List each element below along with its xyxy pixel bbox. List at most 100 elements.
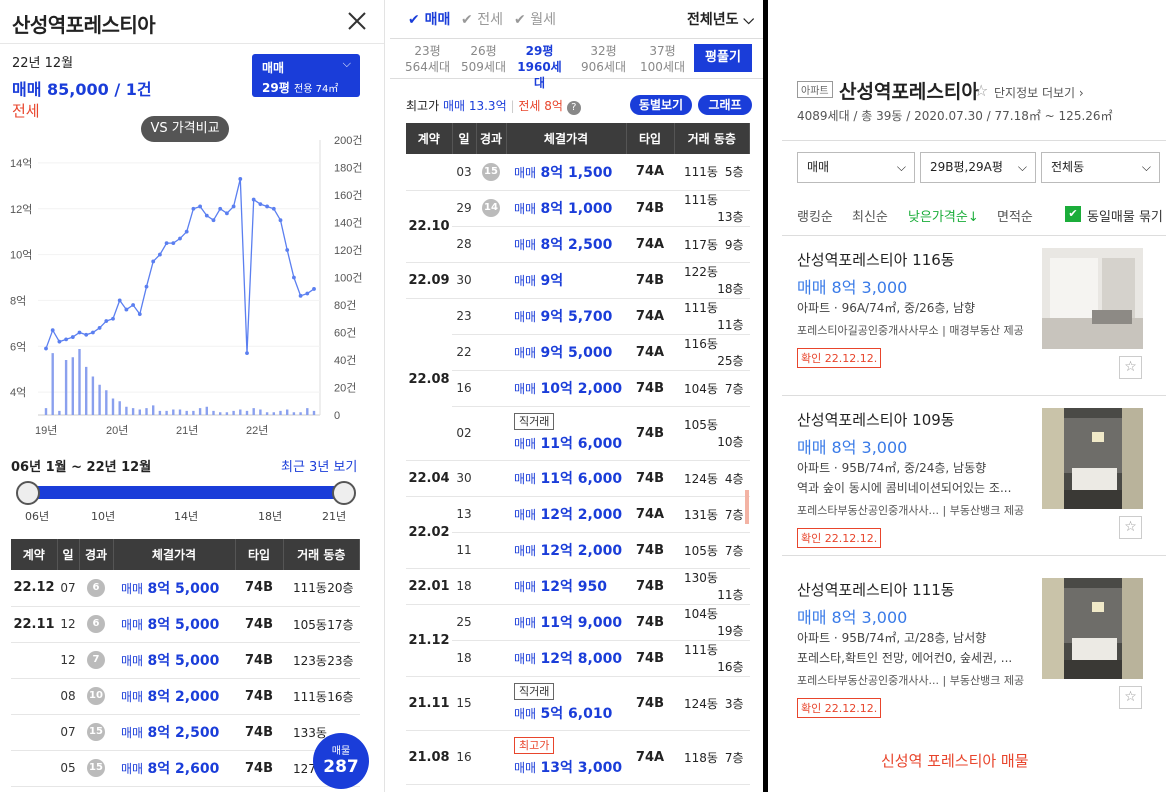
table-row[interactable]: 07 15 매매 8억 2,500 74B 133동 xyxy=(11,714,360,751)
period-slider-track[interactable] xyxy=(28,486,345,499)
contract-day: 30 xyxy=(452,262,476,299)
table-row[interactable]: 11 매매 12억 2,000 74B 105동 7층 xyxy=(406,532,750,569)
size-option[interactable]: 37평 100세대 xyxy=(640,44,685,74)
trade-size-selector[interactable]: 매매 ⌵ 29평 전용 74㎡ xyxy=(252,54,360,97)
table-row[interactable]: 22.08 23 매매 9억 5,700 74A 111동 11층 xyxy=(406,298,750,461)
contract-day: 18 xyxy=(452,568,476,605)
help-icon[interactable]: ? xyxy=(566,101,581,115)
dong-floor: 105동 10층 xyxy=(674,406,750,461)
table-row[interactable]: 08 10 매매 8억 2,000 74B 111동 16층 xyxy=(11,678,360,715)
listing-photo[interactable] xyxy=(1042,408,1143,509)
tab-sale[interactable]: ✔ 매매 xyxy=(408,12,451,28)
size-option[interactable]: 23평 564세대 xyxy=(405,44,450,74)
tab-monthly[interactable]: ✔ 월세 xyxy=(514,12,556,28)
size-bar xyxy=(390,38,763,79)
recent-3y-button[interactable]: 최근 3년 보기 xyxy=(281,460,358,475)
divider xyxy=(782,555,1166,556)
unit-type: 74B xyxy=(235,606,283,643)
table-row[interactable]: 05 15 매매 8억 2,600 74B 127동 xyxy=(11,750,360,787)
slider-handle-start[interactable] xyxy=(16,481,40,505)
table-row[interactable]: 03 15 매매 8억 1,500 74A 111동 5층 xyxy=(406,154,750,191)
filter-size-select[interactable]: 29B평,29A평 ⌵ xyxy=(920,152,1036,183)
year-select[interactable]: 전체년도 ⌵ xyxy=(687,12,755,28)
table-row[interactable]: 22.02 13 매매 12억 2,000 74A 131동 7층 xyxy=(406,496,750,569)
star-icon[interactable]: ☆ xyxy=(1119,686,1142,709)
size-option[interactable]: 26평 509세대 xyxy=(461,44,506,74)
tab-jeonse[interactable]: ✔ 전세 xyxy=(461,12,503,28)
table-row[interactable]: 12 7 매매 8억 5,000 74B 123동 23층 xyxy=(11,642,360,679)
contract-day: 23 xyxy=(452,298,476,335)
sort-ranking[interactable]: 랭킹순 xyxy=(797,210,833,225)
x-tick-label: 22년 xyxy=(246,424,268,437)
volume-bar xyxy=(192,410,195,415)
listing-price: 매매 8억 3,000 xyxy=(797,608,908,627)
table-row[interactable]: 22.12 07 6 매매 8억 5,000 74B 111동 20층 xyxy=(11,570,360,607)
table-row[interactable]: 21.08 16 최고가 매매 13억 3,000 74A 118동 7층 xyxy=(406,730,750,785)
table-row[interactable]: 28 매매 8억 2,500 74A 117동 9층 xyxy=(406,226,750,263)
table-row[interactable]: 21.12 25 매매 11억 9,000 74B 104동 19층 xyxy=(406,604,750,677)
table-row[interactable]: 22.04 30 매매 11억 6,000 74B 124동 4층 xyxy=(406,460,750,497)
table-row[interactable]: 22.11 12 6 매매 8억 5,000 74B 105동 17층 xyxy=(11,606,360,643)
table-row[interactable]: 22.09 30 매매 9억 74B 122동 18층 xyxy=(406,262,750,299)
size-option[interactable]: 29평 1960세대 xyxy=(517,44,562,90)
listing-confirm: 확인 22.12.12. xyxy=(797,698,882,718)
contract-month: 22.04 xyxy=(406,460,452,497)
star-icon[interactable]: ☆ xyxy=(1119,356,1142,379)
listing-photo[interactable] xyxy=(1042,248,1143,349)
listing-photo[interactable] xyxy=(1042,578,1143,679)
filter-dong-select[interactable]: 전체동 ⌵ xyxy=(1041,152,1160,183)
filter-trade-select[interactable]: 매매 ⌵ xyxy=(797,152,915,183)
volume-bar xyxy=(165,410,168,415)
dong-view-button[interactable]: 동별보기 xyxy=(630,95,692,115)
highest-jeonse: 전세 8억 xyxy=(518,99,563,113)
size-expand-button[interactable]: 평풀기 xyxy=(694,44,752,72)
unit-type: 74B xyxy=(626,532,674,569)
fab-label: 매물 xyxy=(331,746,351,757)
volume-bar xyxy=(286,409,289,415)
complex-info-link[interactable]: 단지정보 더보기 › xyxy=(994,86,1084,100)
scrollbar[interactable] xyxy=(745,490,749,524)
graph-button[interactable]: 그래프 xyxy=(698,95,752,115)
contract-day: 12 xyxy=(57,606,79,643)
price-point xyxy=(211,218,216,223)
elapsed xyxy=(476,370,506,407)
sort-area[interactable]: 면적순 xyxy=(997,210,1033,225)
size-option[interactable]: 32평 906세대 xyxy=(581,44,626,74)
sort-latest[interactable]: 최신순 xyxy=(852,210,888,225)
close-icon[interactable] xyxy=(346,10,368,32)
table-row[interactable]: 02 직거래 매매 11억 6,000 74B 105동 10층 xyxy=(406,406,750,461)
x-tick-label: 20년 xyxy=(106,424,128,437)
unit-type: 74A xyxy=(626,730,674,785)
price-point xyxy=(158,252,162,257)
price-point xyxy=(258,202,263,207)
listings-fab[interactable]: 매물 287 xyxy=(313,733,369,789)
table-row[interactable]: 22.10 29 14 매매 8억 1,000 74B 111동 13층 xyxy=(406,190,750,263)
volume-bar xyxy=(299,412,302,415)
mid-transaction-table: 계약 일 경과 체결가격 타입 거래 동층 03 15 매매 8억 1,500 74A… xyxy=(406,123,750,785)
unit-type: 74B xyxy=(626,370,674,407)
volume-bar xyxy=(219,412,222,415)
listing-title[interactable]: 산성역포레스티아 116동 xyxy=(797,251,955,269)
col-header: 계약 xyxy=(406,123,453,154)
table-row[interactable]: 21.11 15 직거래 매매 5억 6,010 74B 124동 3층 xyxy=(406,676,750,731)
chevron-down-icon: ⌵ xyxy=(342,57,351,70)
contract-month xyxy=(11,714,57,751)
star-icon[interactable]: ☆ xyxy=(1119,516,1142,539)
sort-lowprice[interactable]: 낮은가격순↓ xyxy=(908,210,979,225)
table-row[interactable]: 18 매매 12억 8,000 74B 111동 16층 xyxy=(406,640,750,677)
table-row[interactable]: 16 매매 10억 2,000 74B 104동 7층 xyxy=(406,370,750,407)
slider-handle-end[interactable] xyxy=(332,481,356,505)
contract-month xyxy=(406,154,452,191)
deal-price: 매매 8억 1,500 xyxy=(506,154,626,191)
vs-compare-button[interactable]: VS 가격비교 xyxy=(141,116,229,142)
listing-title[interactable]: 산성역포레스티아 109동 xyxy=(797,411,955,429)
star-icon[interactable]: ☆ xyxy=(974,81,989,100)
checkbox-icon[interactable]: ✔ xyxy=(1065,206,1081,222)
elapsed: 6 xyxy=(79,570,113,607)
unit-type: 74B xyxy=(626,190,674,227)
table-row[interactable]: 22 매매 9억 5,000 74A 116동 25층 xyxy=(406,334,750,371)
unit-type: 74B xyxy=(235,750,283,787)
listing-title[interactable]: 산성역포레스티아 111동 xyxy=(797,581,955,599)
price-point xyxy=(44,346,48,351)
table-row[interactable]: 22.01 18 매매 12억 950 74B 130동 11층 xyxy=(406,568,750,605)
